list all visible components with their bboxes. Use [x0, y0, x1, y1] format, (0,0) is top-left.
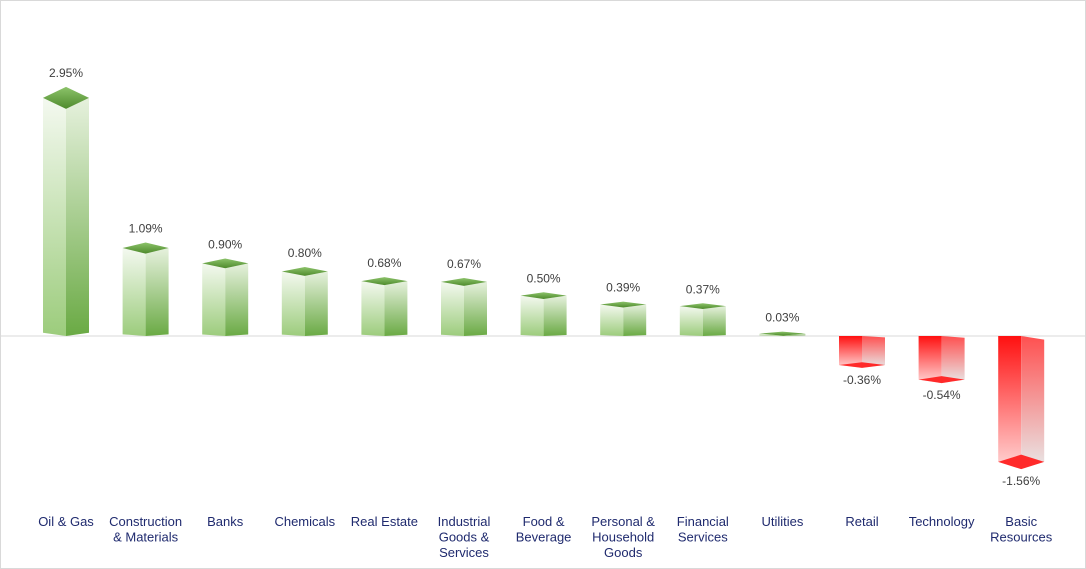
bar-left-face	[281, 271, 305, 336]
data-label: 0.67%	[447, 257, 481, 271]
bar-top-face	[441, 277, 487, 286]
data-label: -1.56%	[1002, 474, 1040, 488]
bar-right-face	[941, 336, 965, 384]
data-label: 0.39%	[606, 281, 640, 295]
bar-left-face	[759, 333, 783, 336]
data-label: 0.50%	[527, 271, 561, 285]
bar-right-face	[782, 333, 806, 336]
bar-left-face	[679, 306, 703, 336]
bar-right-face	[862, 336, 885, 368]
bar-left-face	[202, 263, 226, 336]
bar-top-face	[122, 242, 169, 254]
bar-left-face	[998, 336, 1022, 470]
data-label: 0.80%	[288, 246, 322, 260]
category-label: Retail	[845, 514, 878, 529]
data-label: 0.03%	[765, 311, 799, 325]
bar-top-face	[361, 277, 408, 286]
bar-right-face	[623, 304, 647, 336]
category-label: Personal & Household Goods	[591, 514, 655, 560]
bar-right-face	[1021, 336, 1045, 470]
data-label: -0.36%	[843, 373, 881, 387]
category-label: Banks	[207, 514, 244, 529]
bar-bottom-face	[998, 454, 1045, 470]
bar-right-face	[543, 295, 567, 336]
bar-right-face	[702, 306, 726, 336]
category-label: Real Estate	[351, 514, 418, 529]
category-label: Utilities	[761, 514, 803, 529]
bar-left-face	[918, 336, 942, 384]
bar-left-face	[441, 281, 464, 336]
bar-right-face	[225, 263, 249, 336]
category-label: Food & Beverage	[516, 514, 572, 545]
data-label: 0.37%	[686, 282, 720, 296]
bar-right-face	[66, 97, 89, 336]
bar-right-face	[384, 281, 408, 336]
bar-left-face	[520, 295, 544, 336]
bar-right-face	[145, 248, 169, 336]
data-label: -0.54%	[923, 388, 961, 402]
bar-left-face	[839, 336, 862, 368]
category-label: Industrial Goods & Services	[438, 514, 491, 560]
data-label: 2.95%	[49, 66, 83, 80]
bar-left-face	[600, 304, 624, 336]
data-label: 0.68%	[367, 256, 401, 270]
bar-bottom-face	[918, 376, 965, 384]
category-label: Construction & Materials	[109, 514, 182, 545]
category-label: Basic Resources	[990, 514, 1053, 545]
category-label: Financial Services	[677, 514, 729, 545]
category-label: Oil & Gas	[38, 514, 94, 529]
bar-top-face	[281, 266, 328, 276]
bar-right-face	[304, 271, 328, 336]
bar-left-face	[361, 281, 385, 336]
bar-top-face	[43, 86, 89, 109]
data-label: 1.09%	[129, 222, 163, 236]
bar-bottom-face	[839, 362, 885, 368]
bar-top-face	[759, 331, 806, 336]
bar-top-face	[202, 258, 249, 269]
data-label: 0.90%	[208, 238, 242, 252]
category-label: Technology	[909, 514, 975, 529]
bar-top-face	[520, 292, 567, 299]
bar-left-face	[122, 248, 146, 336]
bar-top-face	[600, 301, 647, 308]
bar-left-face	[43, 97, 66, 336]
category-label: Chemicals	[274, 514, 335, 529]
bar-right-face	[464, 281, 487, 336]
bar-top-face	[679, 303, 726, 310]
